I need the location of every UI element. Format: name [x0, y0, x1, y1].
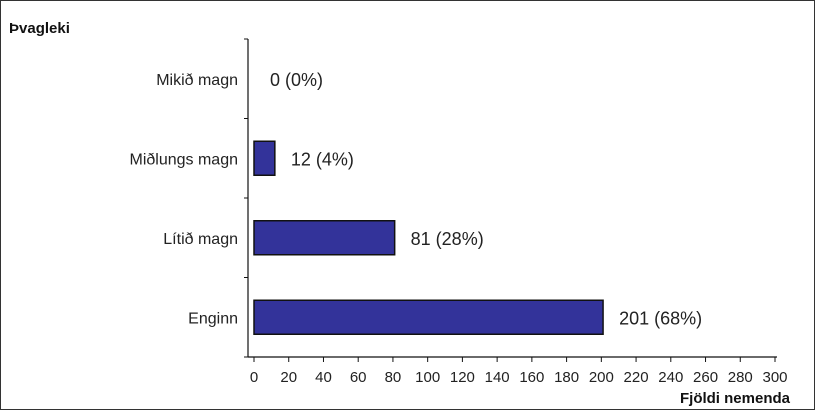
x-tick-label: 220 [624, 369, 649, 386]
bar [253, 299, 604, 335]
x-tick-label: 240 [658, 369, 683, 386]
x-tick-label: 100 [415, 369, 440, 386]
x-tick-label: 40 [315, 369, 332, 386]
x-tick-label: 160 [519, 369, 544, 386]
category-label: Enginn [188, 310, 238, 327]
data-label: 0 (0%) [270, 70, 323, 90]
x-tick-label: 280 [728, 369, 753, 386]
bars [253, 140, 604, 335]
x-axis-title: Fjöldi nemenda [680, 390, 791, 407]
category-label: Lítið magn [163, 231, 238, 248]
axes: 0 20 40 60 80 100 120 140 160 180 200 220 240 260 280 3… [244, 38, 788, 386]
x-tick-label: 140 [485, 369, 510, 386]
labels: Mikið magn 0 (0%) Miðlungs magn 12 (4%) Líti… [130, 70, 703, 329]
data-label: 201 (68%) [619, 308, 702, 328]
x-tick-label: 300 [762, 369, 787, 386]
bar [253, 140, 276, 176]
x-tick-label: 0 [250, 369, 258, 386]
x-tick-label: 20 [280, 369, 297, 386]
category-label: Mikið magn [156, 72, 238, 89]
x-tick-label: 80 [385, 369, 402, 386]
data-label: 81 (28%) [411, 229, 484, 249]
x-tick-label: 180 [554, 369, 579, 386]
x-tick-label: 120 [450, 369, 475, 386]
data-label: 12 (4%) [291, 149, 354, 169]
x-tick-label: 60 [350, 369, 367, 386]
category-label: Miðlungs magn [130, 151, 239, 168]
x-tick-label: 200 [589, 369, 614, 386]
x-tick-label: 260 [693, 369, 718, 386]
y-axis-title: Þvagleki [9, 20, 70, 37]
bar [253, 220, 396, 256]
